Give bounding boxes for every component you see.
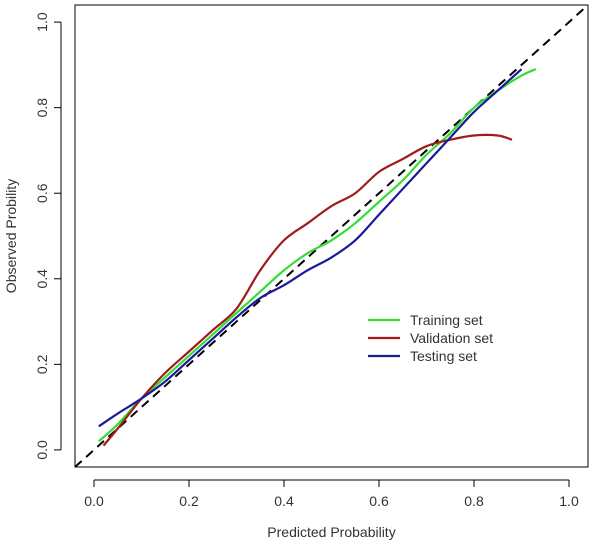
series-layer bbox=[75, 5, 588, 467]
series-line-testing-set bbox=[98, 68, 523, 428]
x-axis: 0.0 0.2 0.4 0.6 0.8 1.0 bbox=[84, 479, 579, 509]
series-line-training-set bbox=[98, 68, 537, 443]
x-axis-title: Predicted Probability bbox=[267, 524, 395, 540]
x-tick-label: 0.0 bbox=[84, 493, 104, 509]
legend-label-validation-set: Validation set bbox=[410, 330, 493, 346]
y-tick-label: 0.0 bbox=[34, 440, 50, 460]
legend-label-training-set: Training set bbox=[410, 312, 483, 328]
legend-label-testing-set: Testing set bbox=[410, 348, 477, 364]
x-tick-label: 0.4 bbox=[274, 493, 294, 509]
reference-diagonal-line bbox=[75, 5, 588, 467]
y-tick-label: 0.2 bbox=[34, 354, 50, 374]
series-line-validation-set bbox=[102, 133, 513, 447]
x-tick-label: 1.0 bbox=[559, 493, 579, 509]
plot-area bbox=[74, 4, 589, 468]
y-axis: 0.0 0.2 0.4 0.6 0.8 1.0 bbox=[34, 12, 62, 460]
y-tick-label: 0.8 bbox=[34, 98, 50, 118]
y-tick-label: 1.0 bbox=[34, 12, 50, 32]
y-axis-title: Observed Probility bbox=[3, 179, 19, 293]
legend: Training set Validation set Testing set bbox=[368, 312, 493, 364]
plot-frame bbox=[74, 4, 589, 468]
x-tick-label: 0.8 bbox=[464, 493, 484, 509]
y-tick-label: 0.4 bbox=[34, 269, 50, 289]
y-tick-label: 0.6 bbox=[34, 183, 50, 203]
x-tick-label: 0.6 bbox=[369, 493, 389, 509]
x-tick-label: 0.2 bbox=[179, 493, 199, 509]
